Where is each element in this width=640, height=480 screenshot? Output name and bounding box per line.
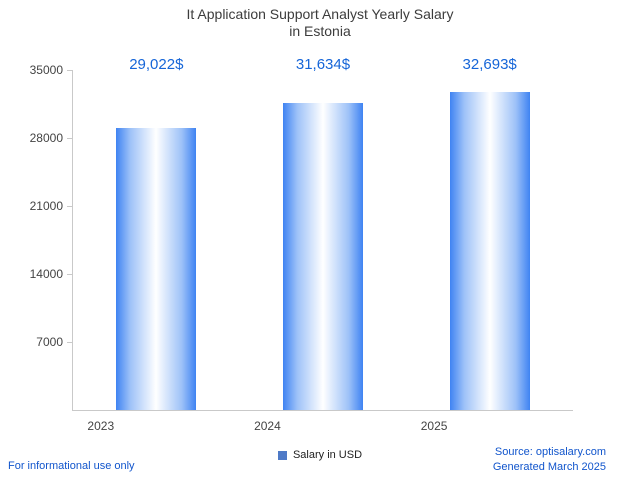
bar-slot-2025: 2025 [406,70,573,433]
y-axis-tick-mark [67,70,73,71]
y-axis-tick-mark [67,138,73,139]
y-axis-tick-label: 21000 [29,199,63,213]
plot-area: 35000 28000 21000 14000 7000 29,022$ 31,… [30,56,573,433]
bar-value-label-2023: 29,022$ [129,56,184,73]
chart-title-line2: in Estonia [289,23,351,39]
y-axis-tick-label: 14000 [29,267,63,281]
footer-source-link[interactable]: Source: optisalary.com [494,446,606,458]
bar-value-label-2025: 32,693$ [462,56,517,73]
footer-attribution: Source: optisalary.com Generated March 2… [493,445,606,475]
footer-disclaimer: For informational use only [8,460,135,472]
legend-swatch-icon [277,450,287,460]
chart-title-line1: It Application Support Analyst Yearly Sa… [186,6,454,22]
bar-2025[interactable] [449,92,530,410]
y-axis-tick-label: 28000 [29,131,63,145]
x-axis-label-2024: 2024 [254,419,281,433]
legend-label: Salary in USD [292,449,363,461]
y-axis-tick-mark [67,274,73,275]
bar-2023[interactable] [116,128,197,410]
bar-slot-2024: 2024 [240,70,407,433]
legend: Salary in USD [0,449,640,461]
y-axis-tick-label: 35000 [29,63,63,77]
y-axis-tick-mark [67,206,73,207]
chart-title: It Application Support Analyst Yearly Sa… [0,6,640,40]
bar-value-label-2024: 31,634$ [295,56,351,73]
x-axis-label-2025: 2025 [420,419,448,433]
bar-slot-2023: 2023 [73,70,240,433]
y-axis-tick-label: 7000 [36,335,63,349]
bar-2024[interactable] [282,102,363,410]
y-axis-tick-mark [67,342,73,343]
footer-generated-date: Generated March 2025 [492,461,606,473]
x-axis-label-2023: 2023 [87,419,115,433]
